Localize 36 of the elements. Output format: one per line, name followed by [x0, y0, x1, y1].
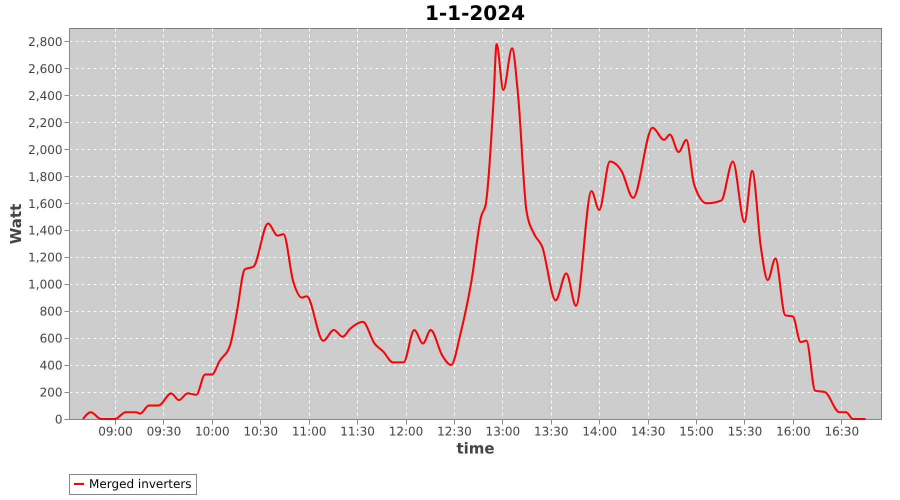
- x-tick-label: 14:30: [630, 424, 666, 438]
- x-tick-label: 13:30: [534, 424, 569, 438]
- x-tick-label: 11:30: [340, 424, 375, 438]
- y-tick-label: 800: [40, 304, 62, 319]
- x-tick-label: 14:00: [582, 424, 617, 438]
- x-tick-label: 09:00: [98, 424, 133, 438]
- y-tick-label: 600: [40, 332, 62, 346]
- y-tick-label: 1,400: [28, 224, 62, 238]
- y-tick-label: 2,800: [28, 34, 62, 49]
- y-tick-label: 2,000: [28, 142, 62, 157]
- x-axis-title: time: [456, 440, 495, 458]
- y-tick-label: 1,000: [28, 278, 62, 292]
- y-tick-label: 1,800: [28, 170, 62, 184]
- y-axis-title: Watt: [7, 204, 26, 244]
- y-tick-label: 2,200: [28, 116, 62, 130]
- y-tick-label: 400: [40, 358, 62, 373]
- line-series: [82, 43, 867, 420]
- x-tick-label: 10:00: [195, 424, 230, 438]
- x-tick-label: 09:30: [146, 424, 182, 438]
- y-tick-label: 1,600: [28, 196, 62, 211]
- x-tick-label: 16:00: [776, 424, 811, 438]
- y-tick-label: 2,400: [28, 88, 62, 103]
- y-tick-label: 200: [40, 386, 62, 400]
- chart-title: 1-1-2024: [424, 1, 526, 25]
- y-tick-label: 1,200: [28, 250, 62, 265]
- x-tick-label: 15:00: [679, 424, 714, 438]
- y-tick-label: 0: [54, 412, 62, 426]
- x-tick-label: 11:00: [292, 424, 326, 438]
- legend-label: Merged inverters: [89, 477, 192, 491]
- x-tick-label: 12:30: [437, 424, 472, 438]
- x-tick-label: 15:30: [728, 424, 762, 438]
- x-tick-label: 10:30: [243, 424, 278, 438]
- x-tick-label: 13:00: [486, 424, 520, 438]
- x-tick-label: 12:00: [388, 424, 424, 438]
- y-tick-label: 2,600: [28, 62, 62, 76]
- x-tick-label: 16:30: [824, 424, 860, 438]
